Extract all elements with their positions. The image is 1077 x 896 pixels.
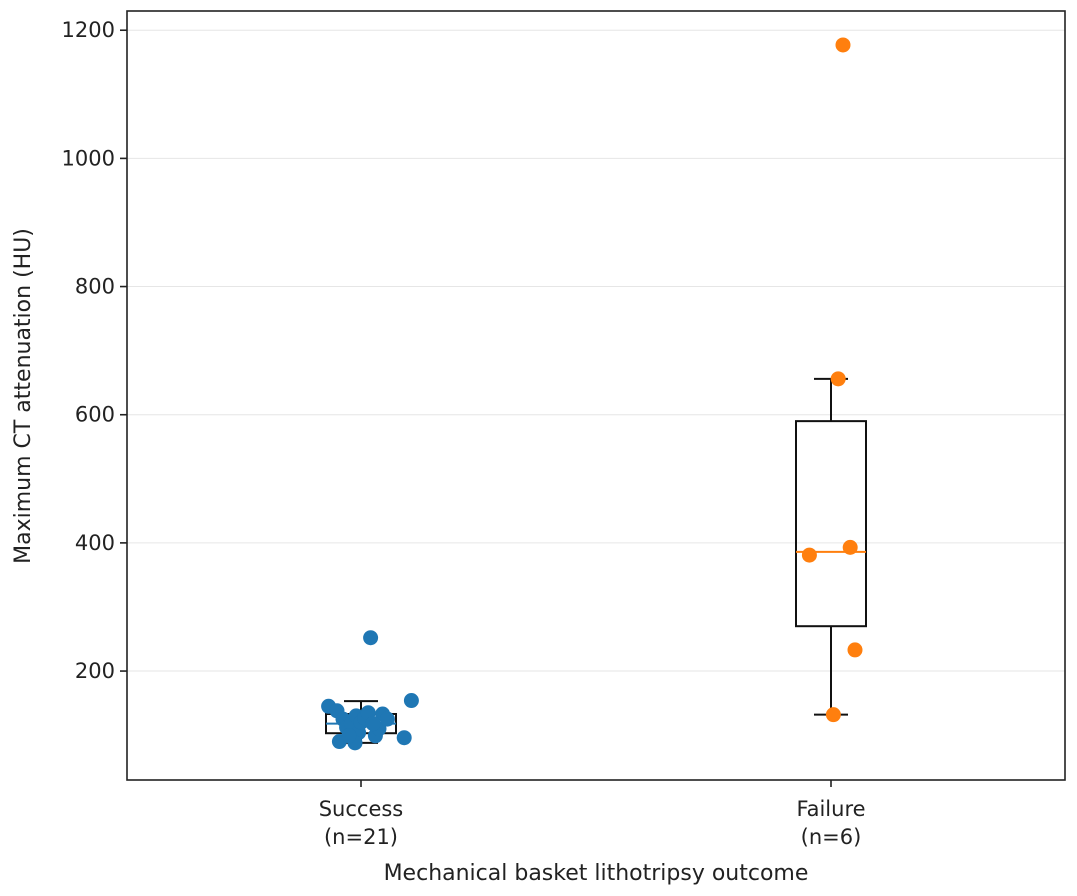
y-tick-label-1200: 1200 bbox=[62, 18, 115, 42]
failure-point-4 bbox=[847, 642, 863, 658]
success-n-label: (n=21) bbox=[324, 825, 398, 849]
success-point-17 bbox=[396, 730, 412, 746]
success-point-12 bbox=[363, 630, 379, 646]
y-axis-title: Maximum CT attenuation (HU) bbox=[11, 228, 36, 564]
success-x-tick-label: Success bbox=[319, 797, 404, 821]
failure-point-2 bbox=[842, 539, 858, 555]
failure-point-3 bbox=[801, 547, 817, 563]
success-point-18 bbox=[403, 693, 419, 709]
failure-point-0 bbox=[835, 37, 851, 53]
y-tick-label-200: 200 bbox=[75, 659, 115, 683]
y-tick-label-1000: 1000 bbox=[62, 146, 115, 170]
y-axis-ticks: 200 400 600 800 1000 1200 bbox=[62, 18, 127, 683]
failure-point-1 bbox=[830, 371, 846, 387]
x-axis-title: Mechanical basket lithotripsy outcome bbox=[384, 861, 809, 886]
plot-frame bbox=[126, 10, 1066, 781]
y-tick-label-800: 800 bbox=[75, 275, 115, 299]
box-layer bbox=[325, 377, 867, 744]
success-point-19 bbox=[341, 728, 357, 744]
failure-x-tick-label: Failure bbox=[796, 797, 865, 821]
failure-box bbox=[795, 420, 867, 628]
failure-n-label: (n=6) bbox=[801, 825, 862, 849]
y-tick-label-400: 400 bbox=[75, 531, 115, 555]
success-point-20 bbox=[365, 716, 381, 732]
y-tick-label-600: 600 bbox=[75, 403, 115, 427]
success-point-16 bbox=[379, 711, 395, 727]
failure-point-5 bbox=[825, 707, 841, 723]
x-axis-ticks: Success (n=21) Failure (n=6) bbox=[319, 780, 866, 849]
grid-lines bbox=[127, 29, 1065, 672]
points-layer bbox=[321, 37, 863, 751]
